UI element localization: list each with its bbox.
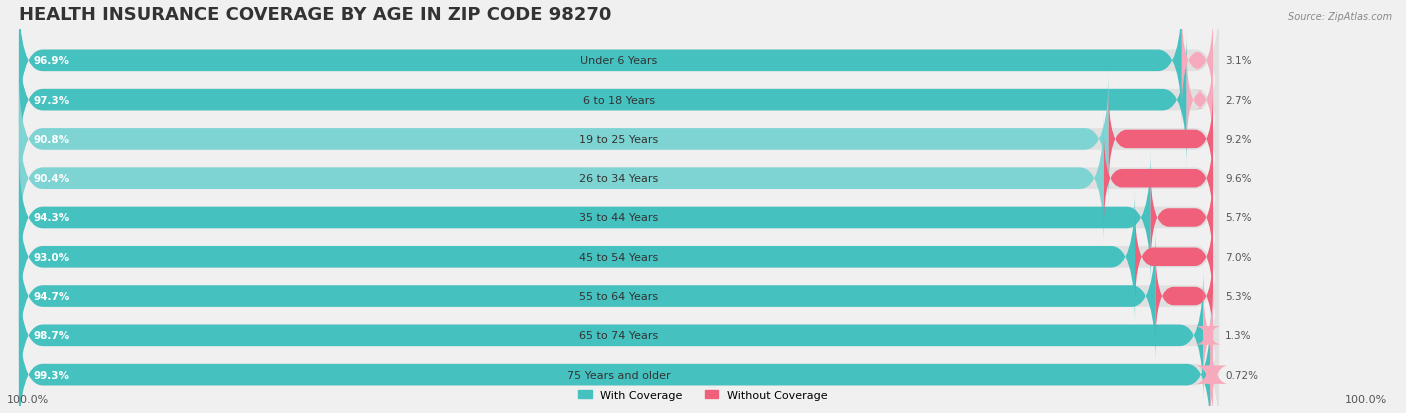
Text: 45 to 54 Years: 45 to 54 Years (579, 252, 658, 262)
Text: 35 to 44 Years: 35 to 44 Years (579, 213, 658, 223)
Text: 5.7%: 5.7% (1225, 213, 1251, 223)
Text: 5.3%: 5.3% (1225, 291, 1251, 301)
Text: 90.8%: 90.8% (34, 135, 69, 145)
FancyBboxPatch shape (1195, 286, 1222, 385)
Legend: With Coverage, Without Coverage: With Coverage, Without Coverage (574, 385, 832, 404)
FancyBboxPatch shape (18, 111, 1219, 247)
FancyBboxPatch shape (18, 268, 1204, 403)
Text: 55 to 64 Years: 55 to 64 Years (579, 291, 658, 301)
Text: 7.0%: 7.0% (1225, 252, 1251, 262)
FancyBboxPatch shape (18, 190, 1135, 325)
FancyBboxPatch shape (18, 150, 1150, 285)
Text: 98.7%: 98.7% (34, 330, 69, 341)
FancyBboxPatch shape (1182, 12, 1213, 111)
Text: 6 to 18 Years: 6 to 18 Years (583, 95, 655, 105)
Text: 1.3%: 1.3% (1225, 330, 1251, 341)
Text: 96.9%: 96.9% (34, 56, 69, 66)
Text: 93.0%: 93.0% (34, 252, 69, 262)
FancyBboxPatch shape (1195, 325, 1229, 413)
FancyBboxPatch shape (1156, 247, 1213, 346)
Text: 65 to 74 Years: 65 to 74 Years (579, 330, 658, 341)
Text: 2.7%: 2.7% (1225, 95, 1251, 105)
FancyBboxPatch shape (1135, 208, 1213, 307)
FancyBboxPatch shape (18, 229, 1219, 364)
FancyBboxPatch shape (18, 307, 1211, 413)
Text: 100.0%: 100.0% (1344, 394, 1388, 404)
FancyBboxPatch shape (18, 72, 1109, 207)
FancyBboxPatch shape (18, 72, 1219, 207)
FancyBboxPatch shape (18, 190, 1219, 325)
Text: 26 to 34 Years: 26 to 34 Years (579, 174, 658, 184)
Text: 94.3%: 94.3% (34, 213, 69, 223)
Text: 90.4%: 90.4% (34, 174, 69, 184)
Text: 19 to 25 Years: 19 to 25 Years (579, 135, 658, 145)
Text: 9.2%: 9.2% (1225, 135, 1251, 145)
FancyBboxPatch shape (18, 0, 1219, 129)
Text: 3.1%: 3.1% (1225, 56, 1251, 66)
FancyBboxPatch shape (18, 268, 1219, 403)
Text: 9.6%: 9.6% (1225, 174, 1251, 184)
FancyBboxPatch shape (1104, 129, 1213, 228)
Text: 94.7%: 94.7% (34, 291, 70, 301)
FancyBboxPatch shape (18, 307, 1219, 413)
FancyBboxPatch shape (18, 150, 1219, 285)
Text: 75 Years and older: 75 Years and older (567, 370, 671, 380)
Text: 99.3%: 99.3% (34, 370, 69, 380)
Text: HEALTH INSURANCE COVERAGE BY AGE IN ZIP CODE 98270: HEALTH INSURANCE COVERAGE BY AGE IN ZIP … (18, 6, 612, 24)
FancyBboxPatch shape (1109, 90, 1213, 189)
Text: 100.0%: 100.0% (7, 394, 49, 404)
Text: Source: ZipAtlas.com: Source: ZipAtlas.com (1288, 12, 1392, 22)
FancyBboxPatch shape (18, 229, 1156, 364)
Text: 97.3%: 97.3% (34, 95, 69, 105)
FancyBboxPatch shape (18, 33, 1187, 168)
FancyBboxPatch shape (1187, 51, 1213, 150)
FancyBboxPatch shape (18, 0, 1182, 129)
FancyBboxPatch shape (1150, 169, 1213, 268)
FancyBboxPatch shape (18, 111, 1104, 247)
Text: 0.72%: 0.72% (1225, 370, 1258, 380)
FancyBboxPatch shape (18, 33, 1219, 168)
Text: Under 6 Years: Under 6 Years (581, 56, 658, 66)
